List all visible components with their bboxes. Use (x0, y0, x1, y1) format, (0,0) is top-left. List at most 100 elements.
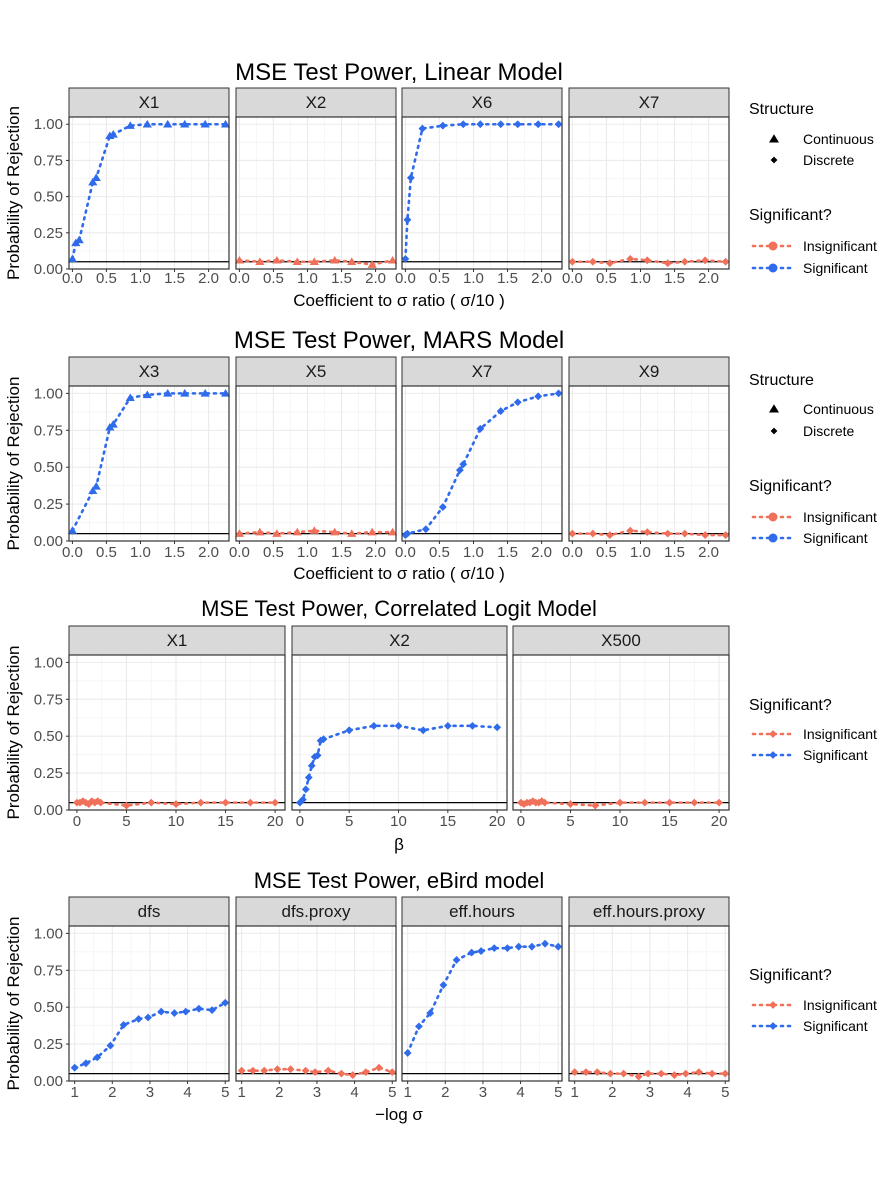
data-point (180, 119, 190, 128)
data-point (221, 998, 230, 1007)
legend-key-marker (768, 263, 778, 273)
data-point (309, 257, 319, 265)
data-point (490, 944, 499, 953)
y-axis-label: Probability of Rejection (4, 917, 23, 1091)
data-point (493, 723, 502, 732)
data-point (298, 795, 307, 804)
legend: Structure Continuous Discrete Significant? I… (749, 101, 877, 276)
data-point (616, 798, 624, 807)
data-point (347, 529, 357, 537)
data-point (403, 1049, 412, 1057)
legend-key-marker (768, 241, 778, 251)
y-tick-label: 0.75 (34, 962, 63, 979)
data-point (680, 529, 689, 538)
y-tick-label: 1.00 (34, 925, 63, 942)
y-tick-label: 0.50 (34, 999, 63, 1016)
facet-strip (68, 356, 230, 387)
data-point (644, 1069, 652, 1078)
x-tick-label: 0.0 (62, 270, 83, 287)
facet-label: X3 (139, 362, 160, 381)
data-point (514, 942, 523, 951)
panel-border (235, 116, 397, 270)
data-point (496, 407, 505, 416)
data-point (157, 1007, 166, 1016)
x-tick-label: 5 (345, 813, 353, 830)
x-tick-label: 1.5 (664, 270, 685, 287)
data-point (527, 942, 536, 951)
y-axis-label: Probability of Rejection (4, 646, 23, 820)
series-line (571, 529, 727, 537)
data-point (91, 173, 101, 182)
x-tick-label: 0 (73, 813, 81, 830)
panel-X2: X2 0.0 0.5 1.0 1.5 2.0 (229, 87, 398, 287)
legend: Significant? Insignificant Significant (749, 697, 877, 763)
legend-title: Structure (749, 101, 814, 118)
panel-dfs: dfs 1 2 3 4 5 (68, 896, 230, 1101)
panel-X3: X3 0.0 0.5 1.0 1.5 2.0 (62, 356, 231, 561)
y-tick-label: 0.00 (34, 1073, 63, 1090)
data-point (634, 1072, 643, 1081)
x-tick-label: 20 (267, 813, 284, 830)
data-point (273, 1065, 282, 1074)
series-line (298, 724, 499, 804)
legend-label: Significant (803, 260, 868, 276)
panel-X7: X7 0.0 0.5 1.0 1.5 2.0 (562, 87, 730, 287)
data-point (301, 785, 310, 794)
legend-label: Insignificant (803, 997, 877, 1013)
data-point (286, 1065, 295, 1074)
data-point (443, 721, 452, 730)
facet-label: X5 (306, 362, 327, 381)
x-tick-label: 2.0 (365, 270, 386, 287)
data-point (496, 120, 505, 129)
data-point (665, 798, 674, 807)
x-tick-label: 5 (554, 1084, 562, 1101)
panel-border (568, 116, 730, 270)
data-point (701, 531, 710, 540)
data-point (534, 120, 543, 129)
x-tick-label: 2 (275, 1084, 283, 1101)
data-point (375, 1063, 383, 1072)
series-line (571, 257, 727, 265)
data-point (200, 389, 210, 397)
x-tick-label: 1.0 (130, 270, 151, 287)
data-point (640, 798, 649, 807)
data-point (74, 235, 84, 244)
data-point (568, 257, 577, 266)
facet-strip (235, 87, 397, 118)
data-point (337, 1069, 346, 1078)
data-point (721, 257, 730, 266)
panel-border (68, 385, 230, 542)
x-tick-label: 1.0 (297, 270, 318, 287)
x-tick-label: 15 (217, 813, 234, 830)
chart-3: MSE Test Power, Correlated Logit Model 0.… (4, 596, 877, 854)
x-tick-label: 2.0 (198, 270, 219, 287)
data-point (468, 721, 477, 730)
data-point (570, 1068, 579, 1077)
facet-label: dfs.proxy (282, 902, 351, 921)
x-tick-label: 0.0 (395, 270, 416, 287)
x-tick-label: 0.0 (229, 544, 250, 561)
y-tick-label: 0.50 (34, 459, 63, 476)
panel-border (401, 925, 563, 1082)
panel-background (402, 386, 562, 541)
data-point (163, 389, 173, 397)
data-point (503, 944, 512, 953)
x-tick-label: 1 (570, 1084, 578, 1101)
chart-4: MSE Test Power, eBird model 0.00 0.25 0.50 0… (4, 868, 877, 1124)
legend-key-marker (769, 751, 777, 759)
data-point (272, 255, 282, 264)
x-tick-label: 3 (146, 1084, 154, 1101)
y-tick-label: 0.50 (34, 728, 63, 745)
data-point (307, 761, 316, 770)
x-tick-label: 0.0 (395, 544, 416, 561)
x-tick-label: 0.5 (596, 544, 617, 561)
x-tick-label: 0.5 (263, 544, 284, 561)
data-point (163, 119, 173, 128)
data-point (606, 1069, 615, 1078)
data-point (108, 420, 118, 428)
data-point (403, 215, 412, 224)
data-point (220, 119, 231, 128)
legend-label: Significant (803, 1018, 868, 1034)
facet-label: eff.hours.proxy (593, 902, 706, 921)
x-tick-label: 0 (296, 813, 304, 830)
